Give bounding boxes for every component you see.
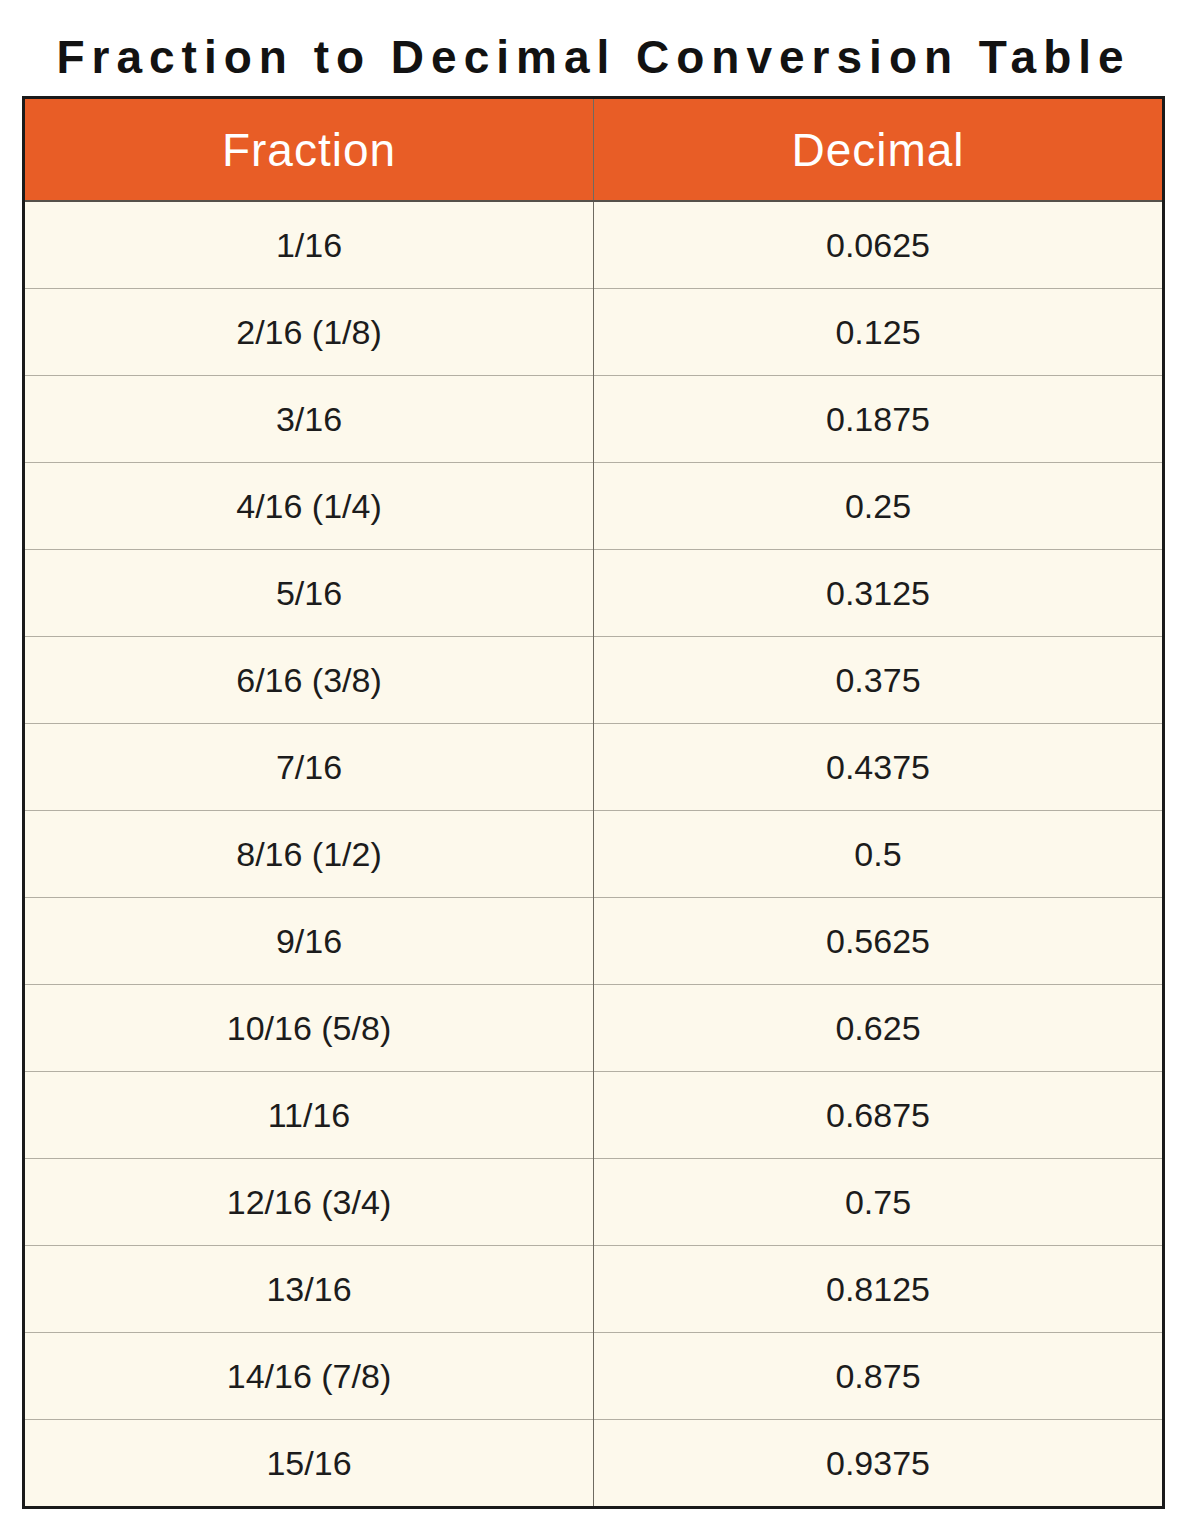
- fraction-cell: 10/16 (5/8): [24, 985, 594, 1072]
- decimal-cell: 0.8125: [594, 1246, 1164, 1333]
- fraction-cell: 12/16 (3/4): [24, 1159, 594, 1246]
- fraction-cell: 11/16: [24, 1072, 594, 1159]
- table-row: 13/16 0.8125: [24, 1246, 1164, 1333]
- table-row: 9/16 0.5625: [24, 898, 1164, 985]
- decimal-cell: 0.9375: [594, 1420, 1164, 1508]
- decimal-cell: 0.25: [594, 463, 1164, 550]
- decimal-cell: 0.0625: [594, 201, 1164, 289]
- table-row: 10/16 (5/8) 0.625: [24, 985, 1164, 1072]
- fraction-cell: 13/16: [24, 1246, 594, 1333]
- conversion-table: Fraction Decimal 1/16 0.0625 2/16 (1/8) …: [22, 96, 1165, 1509]
- table-row: 12/16 (3/4) 0.75: [24, 1159, 1164, 1246]
- fraction-cell: 6/16 (3/8): [24, 637, 594, 724]
- decimal-cell: 0.125: [594, 289, 1164, 376]
- table-row: 15/16 0.9375: [24, 1420, 1164, 1508]
- table-row: 2/16 (1/8) 0.125: [24, 289, 1164, 376]
- table-row: 3/16 0.1875: [24, 376, 1164, 463]
- decimal-cell: 0.75: [594, 1159, 1164, 1246]
- decimal-cell: 0.875: [594, 1333, 1164, 1420]
- table-row: 1/16 0.0625: [24, 201, 1164, 289]
- fraction-cell: 9/16: [24, 898, 594, 985]
- page-title: Fraction to Decimal Conversion Table: [0, 0, 1187, 96]
- page: Fraction to Decimal Conversion Table Fra…: [0, 0, 1187, 1536]
- table-row: 8/16 (1/2) 0.5: [24, 811, 1164, 898]
- decimal-cell: 0.625: [594, 985, 1164, 1072]
- table-row: 5/16 0.3125: [24, 550, 1164, 637]
- fraction-cell: 3/16: [24, 376, 594, 463]
- decimal-cell: 0.1875: [594, 376, 1164, 463]
- fraction-cell: 14/16 (7/8): [24, 1333, 594, 1420]
- fraction-cell: 7/16: [24, 724, 594, 811]
- fraction-cell: 15/16: [24, 1420, 594, 1508]
- table-body: 1/16 0.0625 2/16 (1/8) 0.125 3/16 0.1875…: [24, 201, 1164, 1508]
- decimal-cell: 0.5625: [594, 898, 1164, 985]
- fraction-cell: 5/16: [24, 550, 594, 637]
- column-header-decimal: Decimal: [594, 98, 1164, 202]
- table-row: 7/16 0.4375: [24, 724, 1164, 811]
- fraction-cell: 1/16: [24, 201, 594, 289]
- table-row: 6/16 (3/8) 0.375: [24, 637, 1164, 724]
- table-header-row: Fraction Decimal: [24, 98, 1164, 202]
- fraction-cell: 2/16 (1/8): [24, 289, 594, 376]
- decimal-cell: 0.375: [594, 637, 1164, 724]
- decimal-cell: 0.5: [594, 811, 1164, 898]
- column-header-fraction: Fraction: [24, 98, 594, 202]
- table-row: 14/16 (7/8) 0.875: [24, 1333, 1164, 1420]
- fraction-cell: 4/16 (1/4): [24, 463, 594, 550]
- decimal-cell: 0.3125: [594, 550, 1164, 637]
- table-header: Fraction Decimal: [24, 98, 1164, 202]
- table-row: 4/16 (1/4) 0.25: [24, 463, 1164, 550]
- decimal-cell: 0.4375: [594, 724, 1164, 811]
- fraction-cell: 8/16 (1/2): [24, 811, 594, 898]
- table-row: 11/16 0.6875: [24, 1072, 1164, 1159]
- decimal-cell: 0.6875: [594, 1072, 1164, 1159]
